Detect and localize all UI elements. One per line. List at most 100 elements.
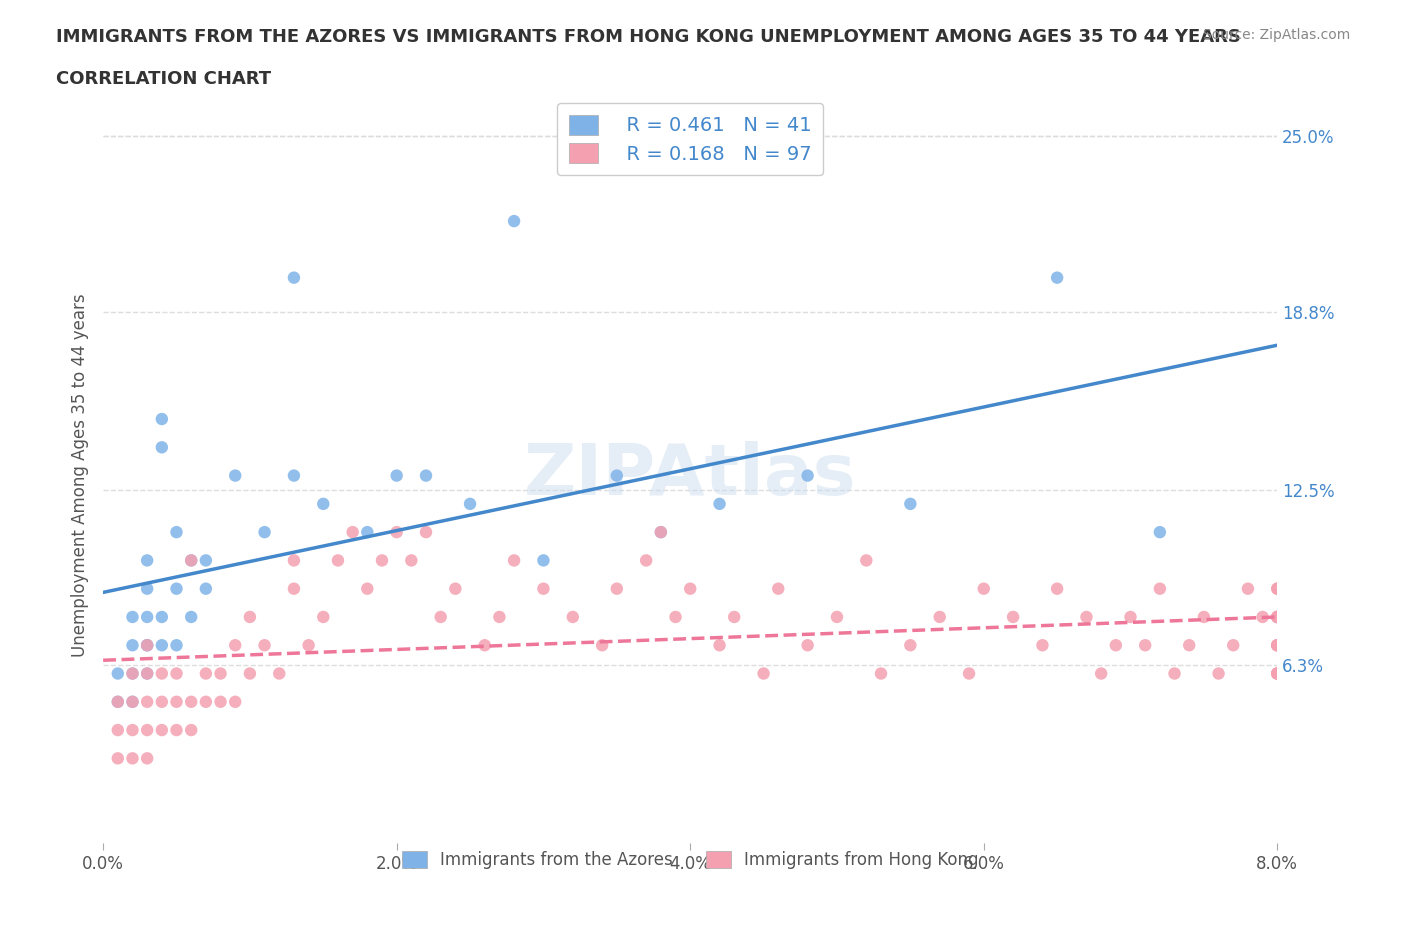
Point bbox=[591, 638, 613, 653]
Point bbox=[180, 723, 202, 737]
Text: ZIPAtlas: ZIPAtlas bbox=[524, 441, 856, 510]
Point bbox=[283, 553, 305, 568]
Point bbox=[385, 525, 408, 539]
Point bbox=[401, 553, 423, 568]
Point bbox=[166, 723, 188, 737]
Point bbox=[636, 553, 658, 568]
Point bbox=[796, 638, 818, 653]
Text: Source: ZipAtlas.com: Source: ZipAtlas.com bbox=[1202, 28, 1350, 42]
Point bbox=[957, 666, 980, 681]
Point bbox=[1265, 581, 1288, 596]
Point bbox=[166, 695, 188, 710]
Point bbox=[253, 638, 276, 653]
Point bbox=[136, 723, 159, 737]
Point bbox=[709, 638, 731, 653]
Point bbox=[180, 609, 202, 624]
Point bbox=[1265, 609, 1288, 624]
Point bbox=[107, 695, 129, 710]
Point bbox=[973, 581, 995, 596]
Point bbox=[166, 525, 188, 539]
Legend: Immigrants from the Azores, Immigrants from Hong Kong: Immigrants from the Azores, Immigrants f… bbox=[392, 841, 988, 879]
Point bbox=[709, 497, 731, 512]
Point bbox=[194, 695, 217, 710]
Point bbox=[209, 666, 232, 681]
Point bbox=[1163, 666, 1185, 681]
Y-axis label: Unemployment Among Ages 35 to 44 years: Unemployment Among Ages 35 to 44 years bbox=[72, 294, 89, 658]
Point bbox=[239, 666, 262, 681]
Point bbox=[1149, 525, 1171, 539]
Point bbox=[606, 468, 628, 483]
Point bbox=[371, 553, 394, 568]
Point bbox=[561, 609, 583, 624]
Point bbox=[283, 468, 305, 483]
Point bbox=[1237, 581, 1260, 596]
Point bbox=[326, 553, 349, 568]
Point bbox=[150, 440, 173, 455]
Point bbox=[723, 609, 745, 624]
Point bbox=[269, 666, 291, 681]
Point bbox=[1265, 638, 1288, 653]
Point bbox=[121, 638, 143, 653]
Point bbox=[679, 581, 702, 596]
Point bbox=[825, 609, 848, 624]
Point bbox=[533, 581, 555, 596]
Text: CORRELATION CHART: CORRELATION CHART bbox=[56, 70, 271, 87]
Point bbox=[606, 581, 628, 596]
Point bbox=[1208, 666, 1230, 681]
Point bbox=[796, 468, 818, 483]
Point bbox=[312, 609, 335, 624]
Point bbox=[870, 666, 893, 681]
Point bbox=[166, 581, 188, 596]
Point bbox=[253, 525, 276, 539]
Point bbox=[136, 638, 159, 653]
Point bbox=[194, 666, 217, 681]
Point bbox=[150, 412, 173, 427]
Point bbox=[1105, 638, 1128, 653]
Point bbox=[121, 751, 143, 765]
Point bbox=[444, 581, 467, 596]
Point bbox=[107, 695, 129, 710]
Point bbox=[121, 695, 143, 710]
Point bbox=[107, 723, 129, 737]
Point bbox=[107, 751, 129, 765]
Point bbox=[1251, 609, 1274, 624]
Point bbox=[136, 581, 159, 596]
Point bbox=[429, 609, 451, 624]
Point bbox=[150, 695, 173, 710]
Point bbox=[239, 609, 262, 624]
Point bbox=[1133, 638, 1156, 653]
Point bbox=[928, 609, 950, 624]
Point bbox=[1046, 271, 1069, 286]
Point bbox=[224, 638, 246, 653]
Point bbox=[180, 695, 202, 710]
Point bbox=[180, 553, 202, 568]
Point bbox=[136, 666, 159, 681]
Point bbox=[136, 751, 159, 765]
Point bbox=[136, 609, 159, 624]
Point bbox=[1031, 638, 1053, 653]
Point bbox=[121, 666, 143, 681]
Point bbox=[312, 497, 335, 512]
Point bbox=[1265, 666, 1288, 681]
Point bbox=[342, 525, 364, 539]
Point bbox=[474, 638, 496, 653]
Point bbox=[1046, 581, 1069, 596]
Point bbox=[458, 497, 481, 512]
Point bbox=[121, 666, 143, 681]
Point bbox=[1265, 609, 1288, 624]
Point bbox=[855, 553, 877, 568]
Point bbox=[107, 666, 129, 681]
Point bbox=[503, 553, 526, 568]
Point bbox=[1265, 666, 1288, 681]
Point bbox=[283, 271, 305, 286]
Point bbox=[180, 553, 202, 568]
Point bbox=[898, 638, 921, 653]
Point bbox=[150, 666, 173, 681]
Point bbox=[1265, 666, 1288, 681]
Point bbox=[1076, 609, 1098, 624]
Point bbox=[1178, 638, 1201, 653]
Point bbox=[283, 581, 305, 596]
Point bbox=[415, 525, 437, 539]
Point bbox=[650, 525, 672, 539]
Point bbox=[136, 553, 159, 568]
